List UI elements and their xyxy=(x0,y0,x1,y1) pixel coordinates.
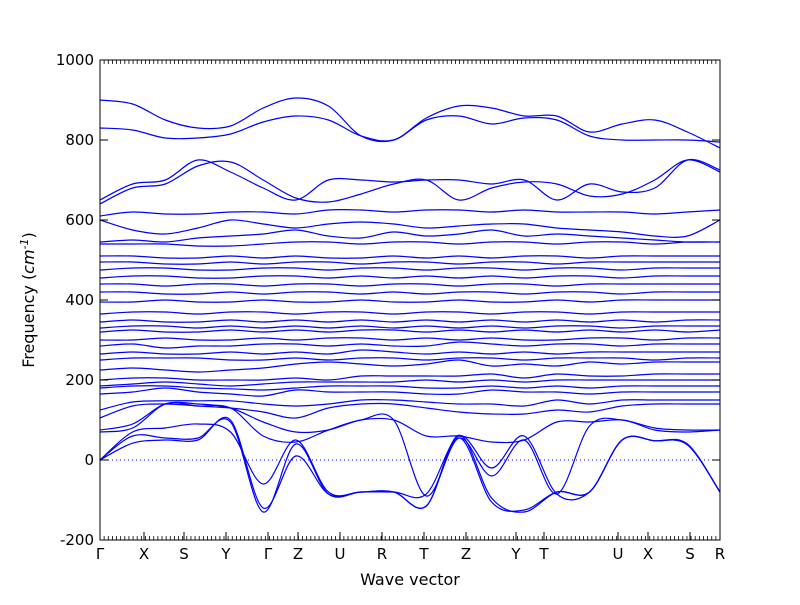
band-line-18 xyxy=(100,325,720,329)
x-tick-label-T: T xyxy=(418,545,429,563)
band-line-21 xyxy=(100,299,720,303)
x-axis-title: Wave vector xyxy=(360,570,460,589)
y-tick-label: 1000 xyxy=(56,51,94,69)
band-line-10 xyxy=(100,379,720,387)
band-line-6 xyxy=(100,402,720,419)
band-line-26 xyxy=(100,261,720,265)
x-tick-label-U: U xyxy=(613,545,624,563)
band-line-34 xyxy=(100,115,720,143)
x-tick-label-Y: Y xyxy=(220,545,231,563)
band-line-23 xyxy=(100,283,720,287)
band-line-7 xyxy=(100,399,720,411)
y-axis-title: Frequency (cm-1) xyxy=(18,232,39,368)
x-tick-label-Z: Z xyxy=(461,545,471,563)
y-tick-label: 400 xyxy=(65,291,94,309)
band-line-9 xyxy=(100,385,720,391)
band-line-32 xyxy=(100,159,720,205)
x-tick-label-R: R xyxy=(377,545,387,563)
y-tick-label: 600 xyxy=(65,211,94,229)
band-line-25 xyxy=(100,267,720,271)
band-line-5 xyxy=(100,401,720,444)
x-tick-label-Γ: Γ xyxy=(96,545,105,563)
bands-layer xyxy=(100,97,720,513)
y-tick-label: 0 xyxy=(84,451,94,469)
band-line-1 xyxy=(100,416,720,512)
band-line-4 xyxy=(100,402,720,497)
x-tick-label-Y: Y xyxy=(510,545,521,563)
band-line-35 xyxy=(100,97,720,149)
y-tick-label: -200 xyxy=(60,531,94,549)
band-line-11 xyxy=(100,373,720,381)
band-line-17 xyxy=(100,329,720,333)
band-line-16 xyxy=(100,337,720,341)
band-line-33 xyxy=(100,158,720,201)
band-line-8 xyxy=(100,387,720,397)
x-tick-label-U: U xyxy=(335,545,346,563)
band-line-27 xyxy=(100,255,720,259)
x-tick-label-X: X xyxy=(643,545,653,563)
x-tick-label-R: R xyxy=(715,545,725,563)
x-tick-label-S: S xyxy=(685,545,695,563)
x-tick-label-T: T xyxy=(538,545,549,563)
x-tick-label-Z: Z xyxy=(293,545,303,563)
band-line-12 xyxy=(100,359,720,373)
x-tick-label-X: X xyxy=(139,545,149,563)
band-line-31 xyxy=(100,209,720,217)
band-line-3 xyxy=(100,423,720,501)
band-line-2 xyxy=(100,418,720,513)
band-line-13 xyxy=(100,357,720,361)
x-tick-label-Γ: Γ xyxy=(264,545,273,563)
band-line-15 xyxy=(100,341,720,349)
y-tick-label: 200 xyxy=(65,371,94,389)
band-line-22 xyxy=(100,291,720,295)
band-line-28 xyxy=(100,241,720,247)
band-line-30 xyxy=(100,219,720,238)
band-line-14 xyxy=(100,349,720,355)
x-tick-label-S: S xyxy=(179,545,189,563)
band-line-19 xyxy=(100,319,720,323)
y-axis: -200 0 200 400 600 800 1000 xyxy=(56,51,720,549)
band-line-29 xyxy=(100,229,720,243)
band-line-24 xyxy=(100,275,720,279)
y-tick-label: 800 xyxy=(65,131,94,149)
band-line-20 xyxy=(100,311,720,315)
